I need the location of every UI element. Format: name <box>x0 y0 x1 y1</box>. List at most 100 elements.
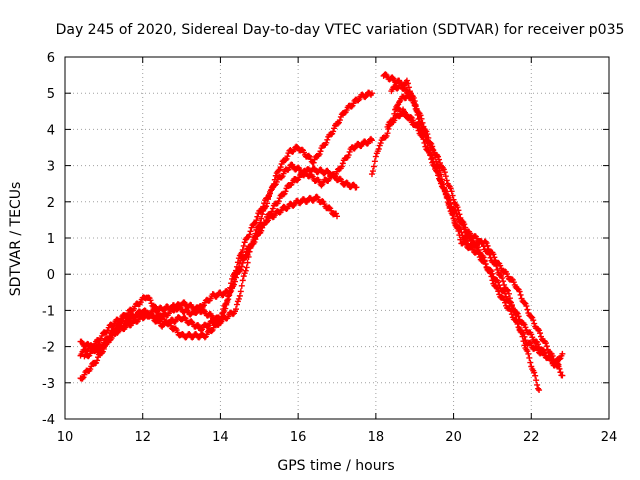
data-point <box>406 89 413 96</box>
data-point <box>284 153 291 160</box>
data-point <box>534 381 541 388</box>
data-point <box>375 145 382 152</box>
data-point <box>247 228 254 235</box>
data-point <box>407 90 414 97</box>
data-point <box>106 333 113 340</box>
data-point <box>253 217 260 224</box>
data-point <box>368 171 375 178</box>
data-point <box>242 267 249 274</box>
data-point <box>532 372 539 379</box>
data-point <box>501 296 508 303</box>
data-point <box>413 107 420 114</box>
data-point <box>241 239 248 246</box>
data-point <box>370 163 377 170</box>
data-point <box>243 264 250 271</box>
data-point <box>538 333 544 340</box>
data-point <box>435 153 442 160</box>
data-point <box>539 349 546 356</box>
data-point <box>233 301 240 308</box>
data-point <box>369 168 376 175</box>
data-point <box>389 74 396 81</box>
data-point <box>264 200 271 207</box>
data-point <box>272 172 279 179</box>
data-point <box>428 156 435 163</box>
data-point <box>226 288 233 295</box>
data-point <box>403 77 410 84</box>
x-axis-label: GPS time / hours <box>277 458 394 474</box>
data-point <box>554 360 561 367</box>
data-point <box>490 251 497 258</box>
data-point <box>454 204 461 211</box>
data-point <box>234 259 241 266</box>
data-point <box>384 130 391 137</box>
data-point <box>507 299 514 306</box>
data-point <box>530 317 537 324</box>
data-point <box>275 167 282 174</box>
data-point <box>270 181 277 188</box>
data-point <box>385 125 392 132</box>
data-point <box>330 128 337 135</box>
data-point <box>238 282 245 289</box>
data-point <box>443 191 450 198</box>
data-point <box>119 317 126 324</box>
data-point <box>392 106 399 113</box>
y-tick-label: 4 <box>47 123 55 138</box>
data-point <box>415 116 422 123</box>
data-point <box>495 279 502 286</box>
data-point <box>556 365 563 372</box>
y-tick-label: 5 <box>47 87 55 102</box>
data-point <box>351 145 358 152</box>
data-point <box>517 291 524 298</box>
data-point <box>528 313 535 320</box>
data-point <box>559 350 566 357</box>
data-point <box>277 164 284 171</box>
x-tick-label: 12 <box>134 430 151 445</box>
data-point <box>515 324 522 331</box>
data-point <box>506 295 513 302</box>
data-point <box>524 306 531 313</box>
data-point <box>317 148 324 155</box>
data-point <box>251 220 258 227</box>
data-point <box>457 226 464 233</box>
data-point <box>515 313 522 320</box>
data-point <box>543 343 550 350</box>
data-point <box>233 263 240 270</box>
data-point <box>372 153 379 160</box>
data-point <box>236 292 243 299</box>
data-point <box>446 205 453 212</box>
data-point <box>257 219 264 226</box>
data-point <box>244 259 251 266</box>
grid-lines <box>65 57 609 419</box>
data-point <box>536 387 543 394</box>
data-point <box>434 168 441 175</box>
data-point <box>430 146 437 153</box>
series-track-6 <box>384 106 543 394</box>
data-point <box>451 217 458 224</box>
x-tick-label: 20 <box>445 430 462 445</box>
x-tick-label: 14 <box>212 430 229 445</box>
data-point <box>521 321 528 328</box>
data-point <box>222 305 229 312</box>
data-point <box>555 361 562 368</box>
data-point <box>394 102 401 109</box>
data-point <box>407 114 414 121</box>
data-point <box>480 254 487 261</box>
data-point <box>305 152 312 159</box>
data-point <box>339 160 346 167</box>
data-point <box>389 118 396 125</box>
data-point <box>495 288 502 295</box>
data-point <box>482 261 489 268</box>
data-point <box>535 385 542 392</box>
data-point <box>165 319 172 326</box>
data-point <box>290 202 297 209</box>
data-point <box>526 354 533 361</box>
data-point <box>442 173 449 180</box>
data-point <box>331 125 338 132</box>
data-point <box>334 120 341 127</box>
data-point <box>336 117 343 124</box>
data-point <box>248 242 255 249</box>
data-point <box>512 317 519 324</box>
data-point <box>237 288 244 295</box>
data-point <box>522 324 529 331</box>
